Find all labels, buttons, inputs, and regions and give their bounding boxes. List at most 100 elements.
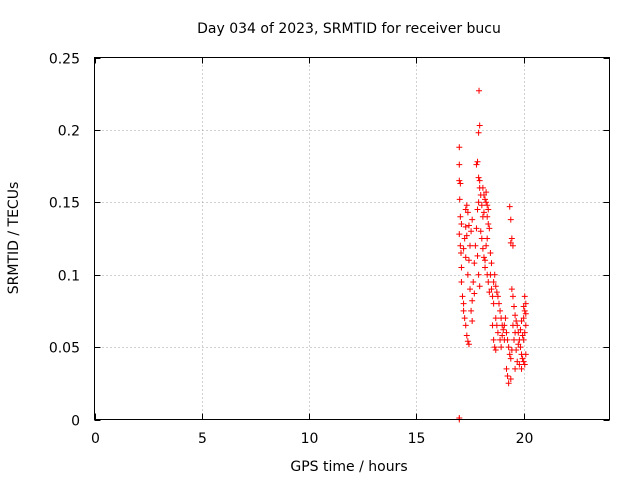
data-point bbox=[483, 199, 490, 206]
data-point bbox=[476, 177, 483, 184]
data-point bbox=[465, 341, 472, 348]
data-point bbox=[488, 260, 495, 267]
data-point bbox=[518, 365, 525, 372]
data-point bbox=[478, 235, 485, 242]
data-point bbox=[458, 278, 465, 285]
data-point bbox=[473, 225, 480, 232]
data-point bbox=[480, 209, 487, 216]
data-point bbox=[490, 300, 497, 307]
data-point bbox=[515, 341, 522, 348]
data-point bbox=[462, 223, 469, 230]
data-point bbox=[460, 300, 467, 307]
data-point bbox=[469, 318, 476, 325]
data-point bbox=[495, 300, 502, 307]
x-tick-label: 10 bbox=[301, 431, 319, 447]
data-point bbox=[474, 206, 481, 213]
data-point bbox=[462, 322, 469, 329]
data-point bbox=[513, 318, 520, 325]
data-point bbox=[493, 289, 500, 296]
data-point bbox=[471, 260, 478, 267]
data-point bbox=[521, 307, 528, 314]
data-point bbox=[507, 375, 514, 382]
data-point bbox=[460, 245, 467, 252]
data-point bbox=[517, 326, 524, 333]
data-point bbox=[509, 293, 516, 300]
y-tick-labels: 0 0.05 0.1 0.15 0.2 0.25 bbox=[49, 52, 80, 430]
data-point bbox=[470, 278, 477, 285]
data-point bbox=[457, 180, 464, 187]
data-point bbox=[500, 326, 507, 333]
x-tick-label: 20 bbox=[516, 431, 534, 447]
data-point bbox=[519, 332, 526, 339]
data-point bbox=[521, 361, 528, 368]
data-point bbox=[511, 303, 518, 310]
x-tick-labels: 0 5 10 15 20 bbox=[91, 431, 533, 447]
y-tick-label: 0 bbox=[71, 414, 80, 430]
data-point bbox=[477, 228, 484, 235]
data-point bbox=[458, 264, 465, 271]
data-point bbox=[461, 315, 468, 322]
data-point bbox=[512, 365, 519, 372]
grid-lines bbox=[94, 57, 610, 420]
data-point bbox=[512, 312, 519, 319]
data-point bbox=[464, 271, 471, 278]
data-point bbox=[483, 242, 490, 249]
data-point bbox=[503, 365, 510, 372]
data-point bbox=[476, 283, 483, 290]
data-point bbox=[509, 242, 516, 249]
data-point bbox=[490, 336, 497, 343]
data-point bbox=[492, 315, 499, 322]
data-point bbox=[484, 202, 491, 209]
data-point bbox=[490, 278, 497, 285]
data-point bbox=[482, 264, 489, 271]
data-points bbox=[456, 87, 529, 423]
data-point bbox=[478, 202, 485, 209]
axis-ticks bbox=[94, 57, 610, 421]
x-tick-label: 5 bbox=[198, 431, 207, 447]
data-point bbox=[488, 286, 495, 293]
data-point bbox=[520, 303, 527, 310]
data-point bbox=[516, 361, 523, 368]
data-point bbox=[505, 344, 512, 351]
data-point bbox=[473, 161, 480, 168]
data-point bbox=[508, 235, 515, 242]
y-tick-label: 0.25 bbox=[49, 52, 80, 68]
data-point bbox=[487, 249, 494, 256]
data-point bbox=[458, 221, 465, 228]
data-point bbox=[498, 344, 505, 351]
y-tick-label: 0.2 bbox=[58, 124, 80, 140]
data-point bbox=[456, 161, 463, 168]
data-point bbox=[504, 336, 511, 343]
y-tick-label: 0.15 bbox=[49, 196, 80, 212]
data-point bbox=[486, 225, 493, 232]
data-point bbox=[460, 307, 467, 314]
data-point bbox=[462, 254, 469, 261]
data-point bbox=[518, 318, 525, 325]
data-point bbox=[465, 222, 472, 229]
y-tick-label: 0.05 bbox=[49, 341, 80, 357]
data-point bbox=[468, 228, 475, 235]
data-point bbox=[458, 249, 465, 256]
data-point bbox=[485, 206, 492, 213]
data-point bbox=[469, 216, 476, 223]
data-point bbox=[513, 346, 520, 353]
data-point bbox=[464, 338, 471, 345]
data-point bbox=[474, 158, 481, 165]
data-point bbox=[474, 252, 481, 259]
data-point bbox=[522, 322, 529, 329]
data-point bbox=[472, 242, 479, 249]
data-point bbox=[521, 293, 528, 300]
data-point bbox=[512, 329, 519, 336]
x-axis-label: GPS time / hours bbox=[290, 459, 407, 475]
data-point bbox=[506, 351, 513, 358]
data-point bbox=[507, 216, 514, 223]
data-point bbox=[464, 209, 471, 216]
data-point bbox=[457, 242, 464, 249]
chart-title: Day 034 of 2023, SRMTID for receiver buc… bbox=[197, 21, 501, 37]
data-point bbox=[476, 87, 483, 94]
data-point bbox=[467, 242, 474, 249]
x-tick-label: 0 bbox=[91, 431, 100, 447]
data-point bbox=[482, 196, 489, 203]
y-axis-label: SRMTID / TECUs bbox=[6, 182, 22, 295]
